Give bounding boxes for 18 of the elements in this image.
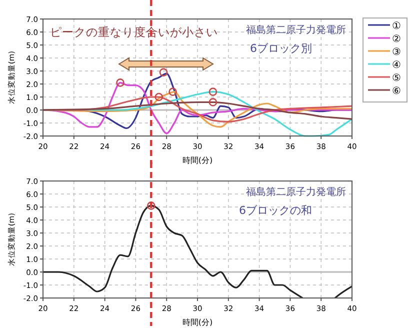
legend-label: ④ (392, 60, 401, 71)
text: 福島第二原子力発電所 (246, 24, 346, 36)
text: 6ブロックの和 (239, 204, 312, 217)
point (168, 88, 177, 96)
point (208, 98, 218, 106)
legend-label: ③ (392, 47, 401, 58)
x-axis-title: 時間(分) (182, 156, 213, 165)
text: 6ブロック別 (250, 42, 312, 55)
point (116, 78, 124, 87)
point (154, 92, 164, 102)
legend-label: ⑤ (392, 73, 401, 84)
point (159, 68, 168, 76)
legend-label: ⑥ (392, 86, 401, 97)
point (208, 88, 218, 96)
legend-label: ① (392, 21, 401, 32)
text: 福島第二原子力発電所 (246, 186, 346, 198)
x-axis-title: 時間(分) (182, 318, 213, 327)
legend-label: ② (392, 34, 401, 45)
